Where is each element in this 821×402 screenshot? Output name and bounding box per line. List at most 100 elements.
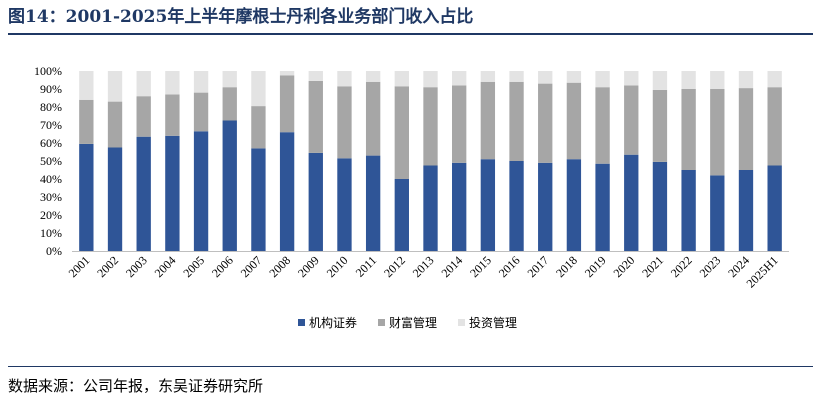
bar-segment-2003-2 [136, 71, 151, 97]
x-tick-label: 2015 [467, 253, 494, 280]
bar-segment-2020-2 [624, 71, 639, 86]
bar-segment-2005-2 [193, 71, 209, 93]
bar-segment-2012-1 [394, 86, 409, 179]
bar-segment-2024-0 [738, 170, 754, 251]
bar-segment-2017-2 [538, 71, 553, 84]
x-tick-label: 2020 [611, 253, 638, 280]
bar-segment-2010-0 [337, 158, 352, 251]
x-tick-label: 2011 [353, 253, 380, 280]
x-tick-label: 2013 [410, 253, 437, 280]
bar-segment-2011-1 [365, 81, 381, 156]
bar-segment-2019-0 [595, 163, 610, 251]
bar-segment-2008-0 [279, 132, 295, 251]
x-tick-label: 2006 [209, 253, 236, 280]
x-tick-label: 2007 [238, 253, 265, 280]
bar-segment-2017-1 [538, 83, 553, 163]
bar-segment-2020-0 [624, 154, 639, 251]
bar-segment-2015-2 [480, 71, 496, 82]
x-tick-label: 2019 [582, 253, 609, 280]
footer-divider [8, 366, 813, 367]
bar-segment-2004-1 [165, 94, 180, 136]
x-tick-label: 2017 [524, 253, 551, 280]
bar-segment-2020-1 [624, 85, 639, 155]
x-tick-label: 2018 [553, 253, 580, 280]
bar-segment-2009-2 [308, 71, 323, 81]
bar-segment-2005-1 [193, 92, 209, 132]
bar-segment-2021-2 [652, 71, 668, 90]
x-tick-label: 2001 [66, 253, 93, 280]
bar-segment-2024-2 [738, 71, 754, 89]
y-tick-label: 80% [40, 100, 62, 114]
bar-segment-2018-0 [566, 159, 582, 251]
bar-segment-2002-2 [107, 71, 123, 102]
bars [79, 71, 782, 251]
x-tick-label: 2012 [381, 253, 408, 280]
bar-segment-2008-1 [279, 75, 295, 133]
legend-label: 投资管理 [469, 315, 517, 330]
bar-segment-2003-1 [136, 96, 151, 137]
x-tick-label: 2022 [668, 253, 695, 280]
x-tick-label: 2016 [496, 253, 523, 280]
x-tick-label: 2004 [152, 253, 179, 280]
bar-segment-2022-1 [681, 89, 696, 170]
bar-segment-2011-0 [365, 155, 381, 251]
bar-segment-2015-0 [480, 159, 496, 251]
y-tick-label: 70% [40, 118, 62, 132]
legend-label: 财富管理 [389, 315, 437, 330]
bar-segment-2025H1-2 [767, 71, 782, 88]
bar-segment-2007-2 [251, 71, 266, 107]
bar-segment-2006-0 [222, 120, 237, 251]
bar-segment-2016-1 [509, 81, 524, 161]
bar-segment-2004-0 [165, 135, 180, 251]
bar-segment-2021-0 [652, 161, 668, 251]
legend-swatch [298, 319, 305, 326]
x-tick-label: 2010 [324, 253, 351, 280]
bar-segment-2006-1 [222, 87, 237, 121]
bar-segment-2014-0 [452, 162, 467, 251]
bar-segment-2025H1-0 [767, 165, 782, 251]
y-tick-label: 60% [40, 136, 62, 150]
bar-segment-2018-1 [566, 82, 582, 160]
y-tick-label: 100% [34, 64, 62, 78]
bar-segment-2017-0 [538, 162, 553, 251]
bar-segment-2002-0 [107, 147, 123, 251]
bar-segment-2016-0 [509, 161, 524, 251]
bar-segment-2013-2 [423, 71, 438, 88]
bar-segment-2013-0 [423, 165, 438, 251]
bar-segment-2010-1 [337, 86, 352, 159]
bar-segment-2009-0 [308, 152, 323, 251]
bar-segment-2007-1 [251, 106, 266, 149]
bar-segment-2007-0 [251, 148, 266, 251]
bar-segment-2009-1 [308, 80, 323, 153]
legend-swatch [458, 319, 465, 326]
bar-segment-2024-1 [738, 88, 754, 170]
x-tick-label: 2005 [180, 253, 207, 280]
x-tick-label: 2025H1 [744, 253, 781, 290]
y-tick-label: 50% [40, 154, 62, 168]
bar-segment-2001-0 [79, 143, 94, 251]
y-tick-label: 30% [40, 190, 62, 204]
bar-segment-2002-1 [107, 101, 123, 148]
bar-segment-2010-2 [337, 71, 352, 87]
y-tick-label: 90% [40, 82, 62, 96]
bar-segment-2003-0 [136, 136, 151, 251]
bar-segment-2014-2 [452, 71, 467, 86]
x-tick-label: 2008 [266, 253, 293, 280]
bar-segment-2015-1 [480, 81, 496, 160]
bar-segment-2025H1-1 [767, 87, 782, 166]
x-tick-label: 2009 [295, 253, 322, 280]
bar-segment-2011-2 [365, 71, 381, 82]
x-tick-label: 2003 [123, 253, 150, 280]
bar-segment-2023-0 [710, 175, 725, 251]
bar-segment-2001-1 [79, 99, 94, 144]
bar-segment-2004-2 [165, 71, 180, 95]
bar-segment-2012-0 [394, 179, 409, 251]
bar-segment-2016-2 [509, 71, 524, 82]
bar-segment-2014-1 [452, 85, 467, 163]
x-axis: 2001 2002 2003 2004 2005 2006 2007 2008 2009 2010… [66, 251, 789, 290]
bar-segment-2019-1 [595, 87, 610, 164]
y-tick-label: 40% [40, 172, 62, 186]
bar-segment-2013-1 [423, 87, 438, 166]
bar-segment-2001-2 [79, 71, 94, 100]
stacked-bar-chart: 0%10%20%30%40%50%60%70%80%90%100% 2001 20… [34, 64, 789, 330]
